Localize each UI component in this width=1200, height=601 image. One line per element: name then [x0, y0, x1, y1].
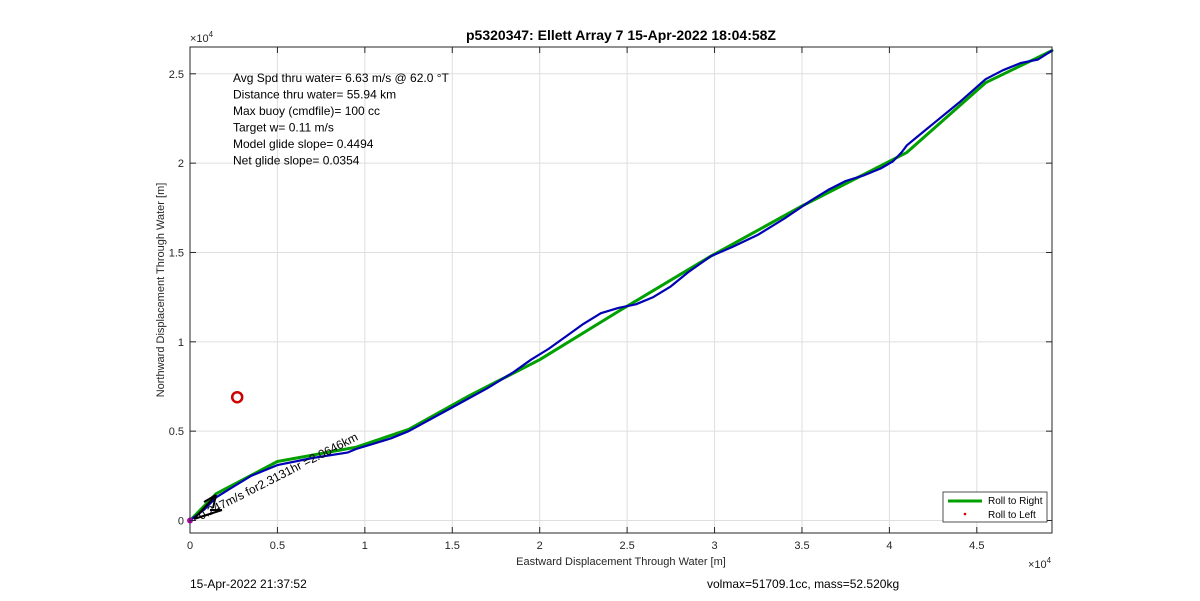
x-tick-label: 0.5 [270, 540, 285, 552]
y-axis-label: Northward Displacement Through Water [m] [155, 183, 167, 398]
x-tick-label: 3 [711, 540, 717, 552]
y-tick-label: 2.5 [169, 69, 184, 81]
stats-line: Target w= 0.11 m/s [233, 121, 334, 135]
x-tick-label: 4 [886, 540, 892, 552]
chart-title: p5320347: Ellett Array 7 15-Apr-2022 18:… [466, 27, 776, 43]
ticks: 0 0.5 1 1.5 2 2.5 3 3.5 4 4.5 0 0.5 1 1.5 2 2.5 [169, 47, 1052, 552]
arrow-shaft [193, 494, 217, 520]
stats-line: Avg Spd thru water= 6.63 m/s @ 62.0 °T [233, 71, 450, 85]
series-layer [187, 49, 1054, 524]
plot-frame [189, 46, 1053, 534]
stats-line: Net glide slope= 0.0354 [233, 154, 360, 168]
grid [190, 47, 1052, 533]
legend: Roll to Right Roll to Left [942, 491, 1048, 523]
y-tick-label: 1 [178, 337, 184, 349]
legend-dot-roll-left [963, 512, 967, 516]
x-exponent-label: ×104 [1028, 556, 1052, 571]
footer-vol-mass: volmax=51709.1cc, mass=52.520kg [707, 577, 900, 591]
legend-label-roll-left: Roll to Left [988, 510, 1036, 521]
stats-line: Distance thru water= 55.94 km [233, 88, 396, 102]
series-line-track [188, 49, 1054, 522]
stats-annotation: Avg Spd thru water= 6.63 m/s @ 62.0 °T Di… [233, 71, 450, 168]
x-tick-label: 3.5 [794, 540, 809, 552]
y-exponent-label: ×104 [190, 30, 214, 45]
x-tick-label: 1 [362, 540, 368, 552]
y-tick-label: 0 [178, 515, 184, 527]
arrow-label: 0.247m/s for2.3131hr =2.0646km [196, 430, 360, 523]
y-tick-label: 2 [178, 158, 184, 170]
legend-box [942, 491, 1048, 523]
y-tick-label: 1.5 [169, 247, 184, 259]
series-line-roll-to-right [188, 49, 1054, 522]
x-tick-label: 1.5 [445, 540, 460, 552]
x-tick-label: 2.5 [619, 540, 634, 552]
y-tick-label: 0.5 [169, 426, 184, 438]
footer-timestamp: 15-Apr-2022 21:37:52 [190, 577, 307, 591]
target-circle [230, 390, 244, 404]
stats-line: Max buoy (cmdfile)= 100 cc [233, 104, 380, 118]
arrow-head-right [212, 494, 217, 509]
stats-line: Model glide slope= 0.4494 [233, 137, 374, 151]
x-axis-label: Eastward Displacement Through Water [m] [516, 556, 726, 568]
legend-label-roll-right: Roll to Right [988, 496, 1043, 507]
x-tick-label: 4.5 [969, 540, 984, 552]
x-tick-label: 0 [187, 540, 193, 552]
arrow-head-left [203, 494, 217, 503]
arrow-shaft-2 [193, 509, 223, 520]
x-tick-label: 2 [537, 540, 543, 552]
